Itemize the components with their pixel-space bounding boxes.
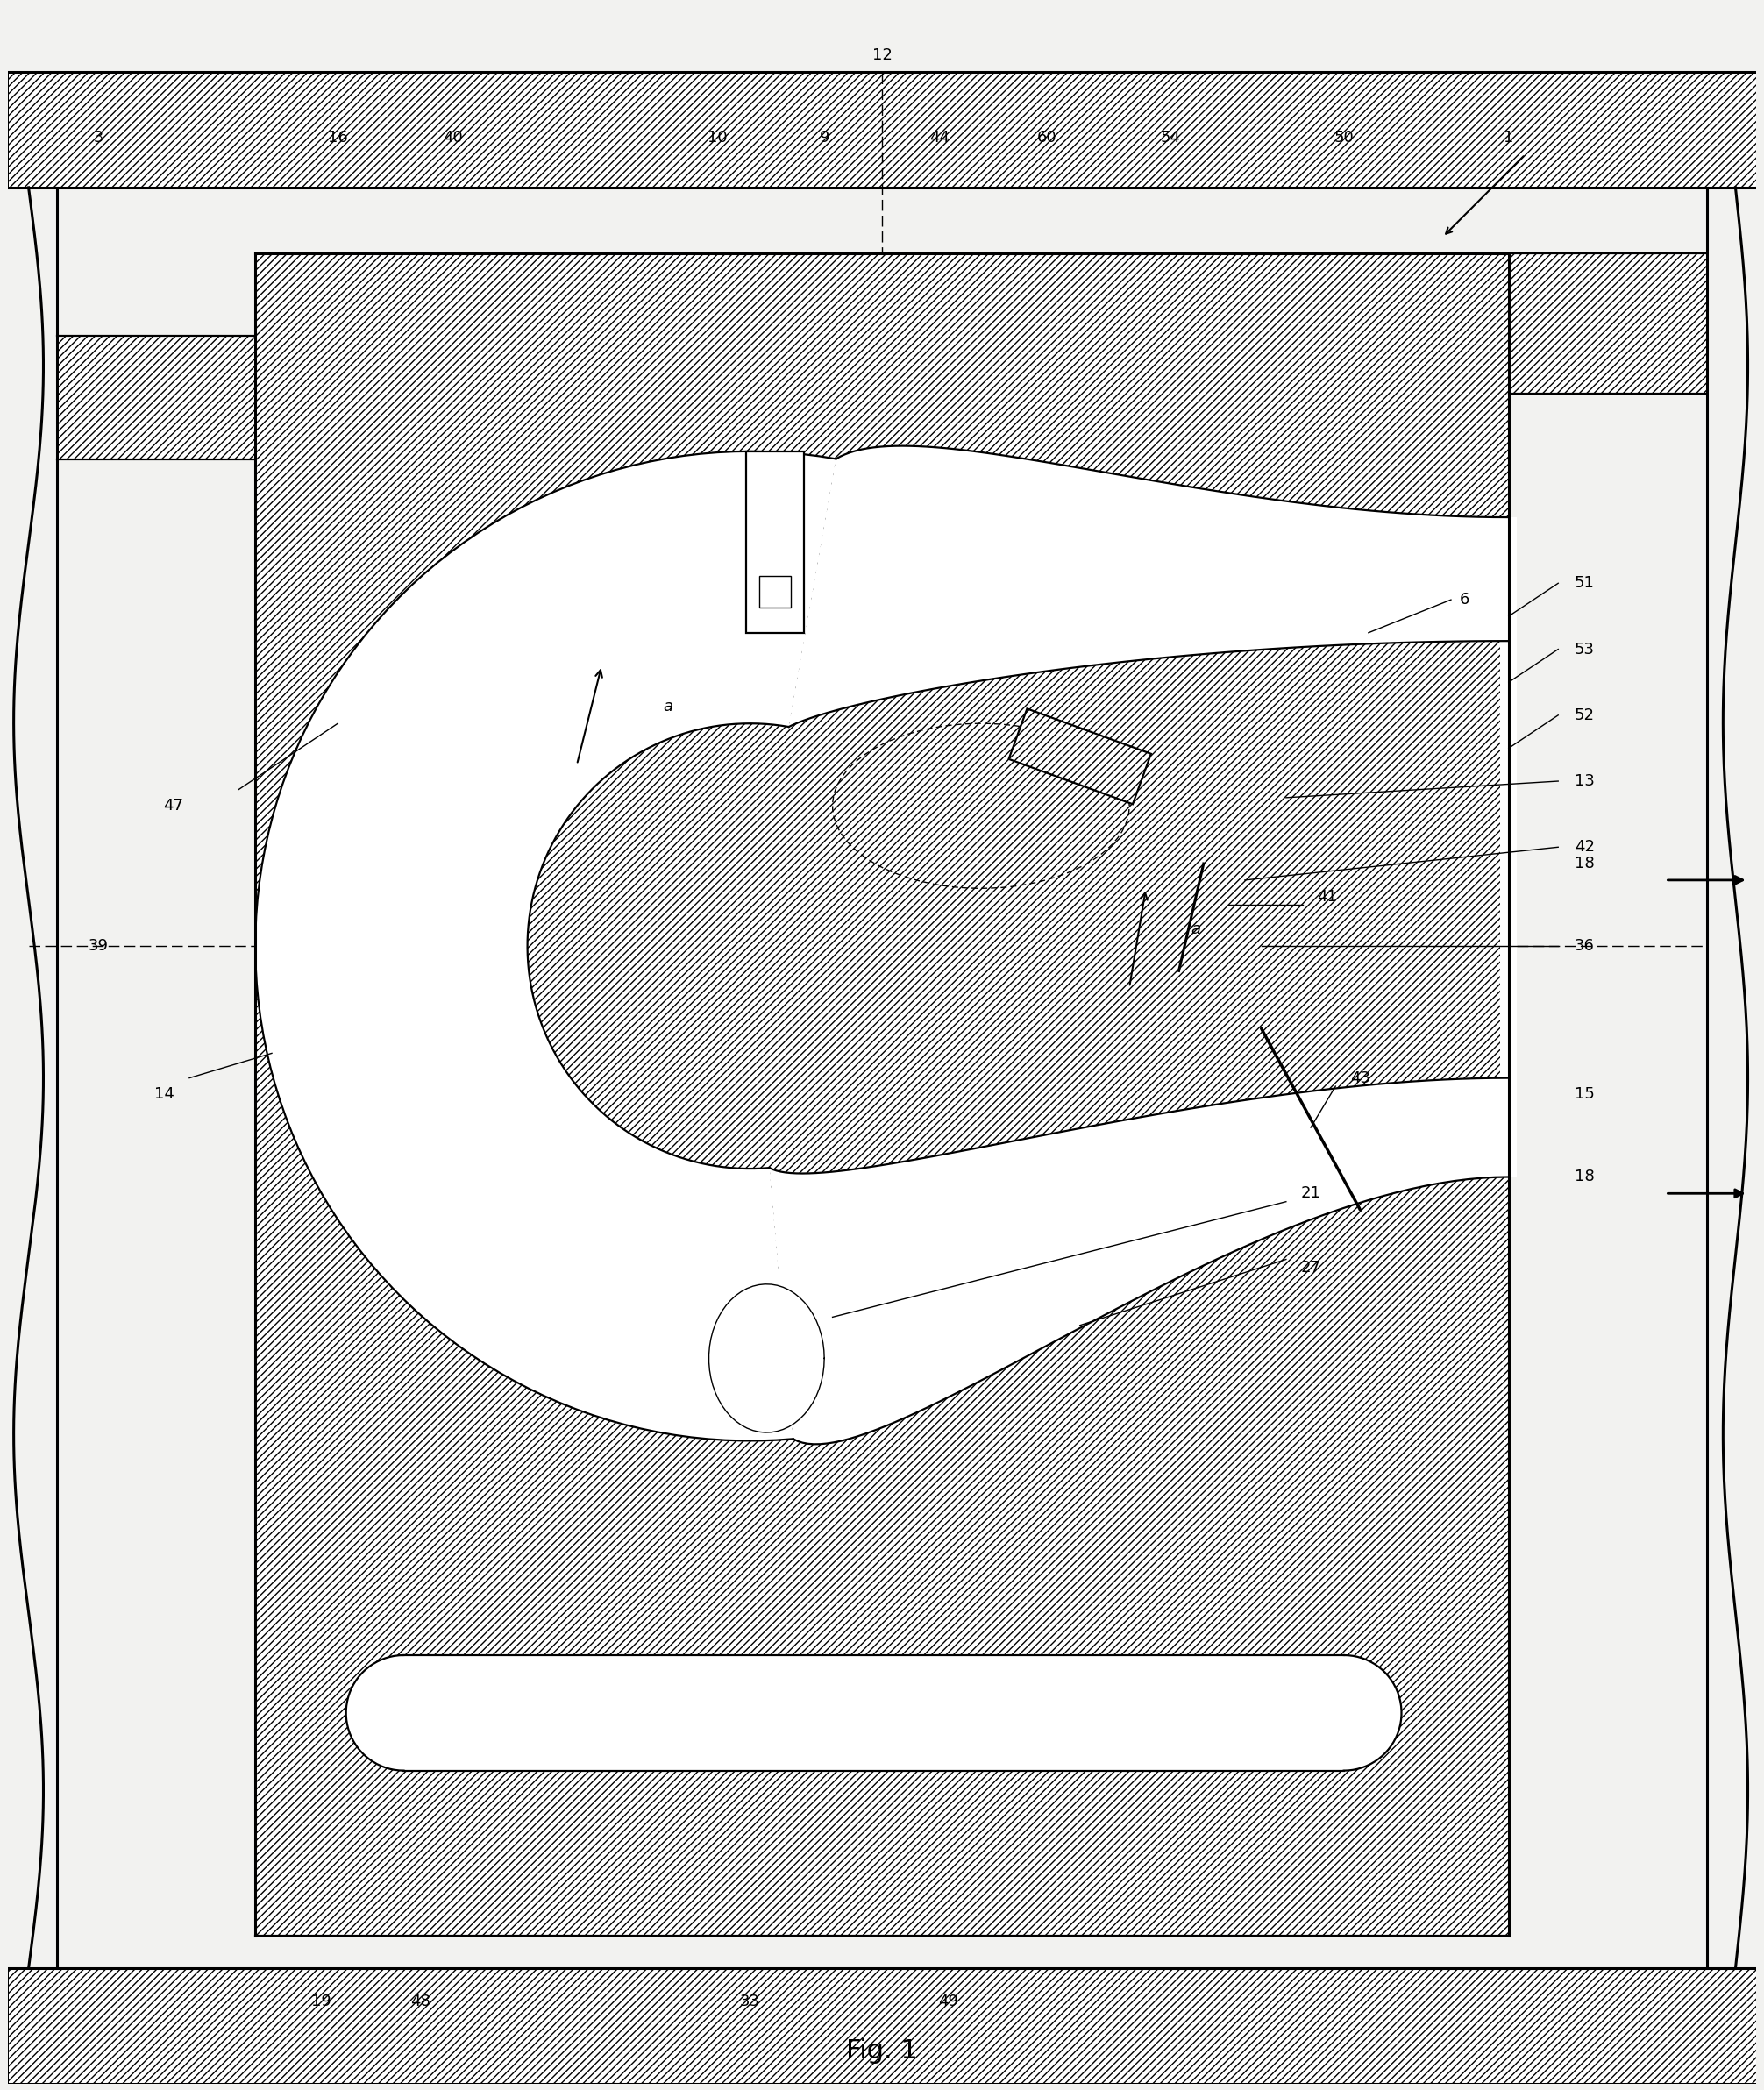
Polygon shape (7, 71, 1757, 188)
Text: 18: 18 (1575, 855, 1595, 872)
Polygon shape (746, 451, 804, 633)
Polygon shape (7, 1969, 1757, 2084)
Text: 54: 54 (1161, 130, 1180, 146)
Polygon shape (1344, 1655, 1401, 1770)
Text: 10: 10 (707, 130, 727, 146)
Text: 49: 49 (938, 1994, 958, 2008)
Text: 21: 21 (1300, 1185, 1321, 1202)
Text: 18: 18 (1575, 1168, 1595, 1185)
Polygon shape (789, 445, 1508, 727)
Text: a: a (663, 698, 672, 715)
Polygon shape (346, 1655, 404, 1770)
Text: 27: 27 (1300, 1260, 1321, 1275)
Polygon shape (1508, 253, 1706, 393)
Text: 14: 14 (155, 1087, 175, 1101)
Text: 15: 15 (1575, 1087, 1595, 1101)
Text: 9: 9 (818, 130, 829, 146)
Text: 41: 41 (1318, 888, 1337, 905)
Text: 51: 51 (1575, 575, 1595, 591)
Polygon shape (256, 253, 1508, 1935)
Text: 53: 53 (1575, 642, 1595, 656)
Polygon shape (256, 451, 836, 1440)
Text: 52: 52 (1575, 706, 1595, 723)
Polygon shape (58, 336, 256, 460)
Polygon shape (769, 1078, 1508, 1444)
Text: 39: 39 (88, 938, 109, 953)
Text: 16: 16 (328, 130, 348, 146)
Polygon shape (1009, 709, 1152, 805)
Text: 47: 47 (162, 798, 183, 813)
Text: 6: 6 (1459, 591, 1469, 608)
Text: 13: 13 (1575, 773, 1595, 790)
Text: 50: 50 (1334, 130, 1353, 146)
Text: 33: 33 (739, 1994, 760, 2008)
Polygon shape (759, 577, 790, 608)
Text: 60: 60 (1037, 130, 1057, 146)
Text: 19: 19 (310, 1994, 332, 2008)
Text: 12: 12 (871, 48, 893, 63)
Text: 36: 36 (1575, 938, 1595, 953)
Polygon shape (1501, 518, 1517, 1177)
Text: 40: 40 (443, 130, 464, 146)
Polygon shape (709, 1283, 824, 1432)
Text: 43: 43 (1349, 1070, 1371, 1087)
Text: 48: 48 (411, 1994, 430, 2008)
Text: 1: 1 (1503, 130, 1514, 146)
Polygon shape (404, 1655, 1344, 1770)
Text: 44: 44 (930, 130, 949, 146)
Text: 42: 42 (1575, 840, 1595, 855)
Text: a: a (1191, 922, 1200, 938)
Text: Fig. 1: Fig. 1 (847, 2038, 917, 2063)
Text: 3: 3 (93, 130, 104, 146)
